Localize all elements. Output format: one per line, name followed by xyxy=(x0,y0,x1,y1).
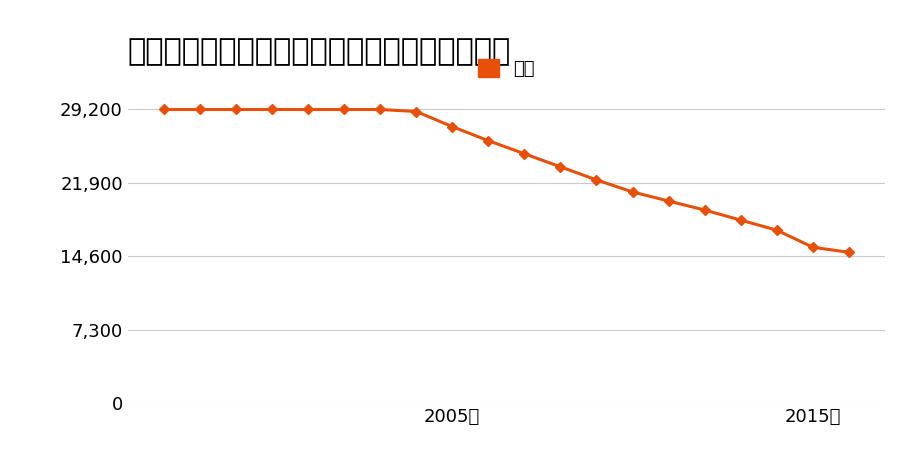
Text: 青森県八戸市大字糠塚字柳ノ下８番の地価推移: 青森県八戸市大字糠塚字柳ノ下８番の地価推移 xyxy=(128,37,511,67)
Legend: 価格: 価格 xyxy=(471,52,543,86)
